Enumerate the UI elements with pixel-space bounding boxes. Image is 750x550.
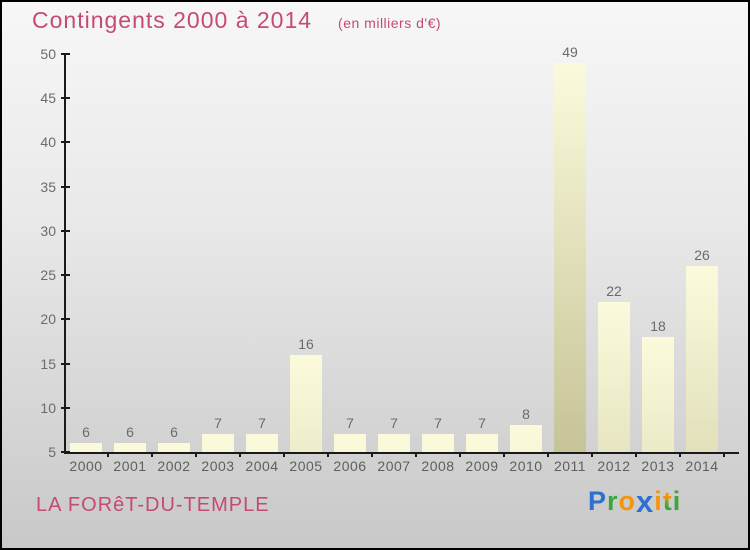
logo-letter-r: r <box>607 486 619 516</box>
x-tick-mark <box>503 452 505 457</box>
logo-letter-i: i <box>672 486 682 516</box>
x-tick-mark <box>195 452 197 457</box>
x-tick-label: 2004 <box>245 458 279 474</box>
y-tick-label: 10 <box>40 399 56 416</box>
bar-2007 <box>378 434 410 452</box>
x-axis-line <box>64 452 739 454</box>
x-tick-label: 2006 <box>333 458 367 474</box>
bar-value-label: 6 <box>170 424 178 441</box>
bar-2014 <box>686 266 718 452</box>
y-tick-mark <box>61 406 70 409</box>
x-tick-label: 2003 <box>201 458 235 474</box>
y-tick-mark <box>61 141 70 144</box>
bar-value-label: 7 <box>346 415 354 432</box>
bar-chart-plot: 5 10 15 20 25 30 35 40 45 50 6 2000 6 2001 6 2002 7 2003 7… <box>40 44 739 474</box>
bar-2008 <box>422 434 454 452</box>
logo-letter-t: t <box>662 486 673 516</box>
y-axis-line <box>64 54 66 452</box>
x-tick-label: 2008 <box>421 458 455 474</box>
x-tick-mark <box>371 452 373 457</box>
x-tick-label: 2002 <box>157 458 191 474</box>
bar-2003 <box>202 434 234 452</box>
x-tick-mark <box>459 452 461 457</box>
bar-2005 <box>290 354 322 452</box>
bar-2000 <box>70 443 102 452</box>
logo-letter-i: i <box>654 486 663 516</box>
y-tick-mark <box>61 362 70 365</box>
x-tick-label: 2000 <box>69 458 103 474</box>
y-tick-label: 5 <box>48 444 56 460</box>
y-tick-mark <box>61 451 70 453</box>
chart-header: Contingents 2000 à 2014 (en milliers d'€) <box>32 7 441 34</box>
bar-2009 <box>466 434 498 452</box>
x-tick-mark <box>327 452 329 457</box>
bar-value-label: 7 <box>434 415 442 432</box>
proxiti-logo[interactable]: Proxiti <box>588 486 681 517</box>
y-tick-mark <box>61 318 70 321</box>
y-tick-mark <box>61 97 70 100</box>
y-tick-mark <box>61 53 70 55</box>
bar-2012 <box>598 301 630 452</box>
bar-2001 <box>114 443 146 452</box>
x-tick-label: 2007 <box>377 458 411 474</box>
x-tick-label: 2013 <box>641 458 675 474</box>
logo-letter-P: P <box>588 486 608 516</box>
bar-2013 <box>642 337 674 452</box>
x-tick-label: 2009 <box>465 458 499 474</box>
chart-subtitle: (en milliers d'€) <box>338 15 442 31</box>
x-tick-mark <box>635 452 637 457</box>
bar-value-label: 6 <box>82 424 90 441</box>
location-label: LA FORêT-DU-TEMPLE <box>36 494 270 516</box>
y-tick-label: 35 <box>40 178 56 195</box>
x-tick-label: 2010 <box>509 458 543 474</box>
x-tick-label: 2005 <box>289 458 323 474</box>
y-tick-label: 20 <box>40 311 56 328</box>
x-tick-mark <box>723 452 725 457</box>
bar-value-label: 7 <box>214 415 222 432</box>
x-tick-mark <box>283 452 285 457</box>
x-tick-label: 2012 <box>597 458 631 474</box>
x-tick-label: 2014 <box>685 458 719 474</box>
logo-letter-x: x <box>636 484 655 519</box>
bar-value-label: 8 <box>522 406 530 423</box>
x-tick-label: 2011 <box>553 458 587 474</box>
bar-2011 <box>554 62 586 452</box>
bar-2004 <box>246 434 278 452</box>
bar-2006 <box>334 434 366 452</box>
bar-value-label: 22 <box>606 282 622 299</box>
y-tick-mark <box>61 274 70 277</box>
bar-value-label: 6 <box>126 424 134 441</box>
x-tick-mark <box>107 452 109 457</box>
x-tick-mark <box>591 452 593 457</box>
y-tick-mark <box>61 185 70 188</box>
y-tick-label: 45 <box>40 90 56 107</box>
x-tick-mark <box>679 452 681 457</box>
x-tick-mark <box>415 452 417 457</box>
bar-value-label: 16 <box>298 335 314 352</box>
bar-value-label: 49 <box>562 43 578 60</box>
y-tick-label: 50 <box>40 46 56 62</box>
y-tick-label: 25 <box>40 267 56 284</box>
bar-value-label: 26 <box>694 247 710 264</box>
bar-2010 <box>510 425 542 452</box>
x-tick-mark <box>239 452 241 457</box>
bar-value-label: 7 <box>390 415 398 432</box>
y-tick-label: 40 <box>40 134 56 151</box>
bar-value-label: 18 <box>650 318 666 335</box>
bar-2002 <box>158 443 190 452</box>
chart-title: Contingents 2000 à 2014 <box>32 7 313 33</box>
y-tick-label: 30 <box>40 222 56 239</box>
y-tick-mark <box>61 229 70 232</box>
x-tick-mark <box>151 452 153 457</box>
x-tick-mark <box>547 452 549 457</box>
x-tick-label: 2001 <box>113 458 147 474</box>
bar-value-label: 7 <box>478 415 486 432</box>
bar-value-label: 7 <box>258 415 266 432</box>
y-tick-label: 15 <box>40 355 56 372</box>
logo-letter-o: o <box>618 486 637 516</box>
